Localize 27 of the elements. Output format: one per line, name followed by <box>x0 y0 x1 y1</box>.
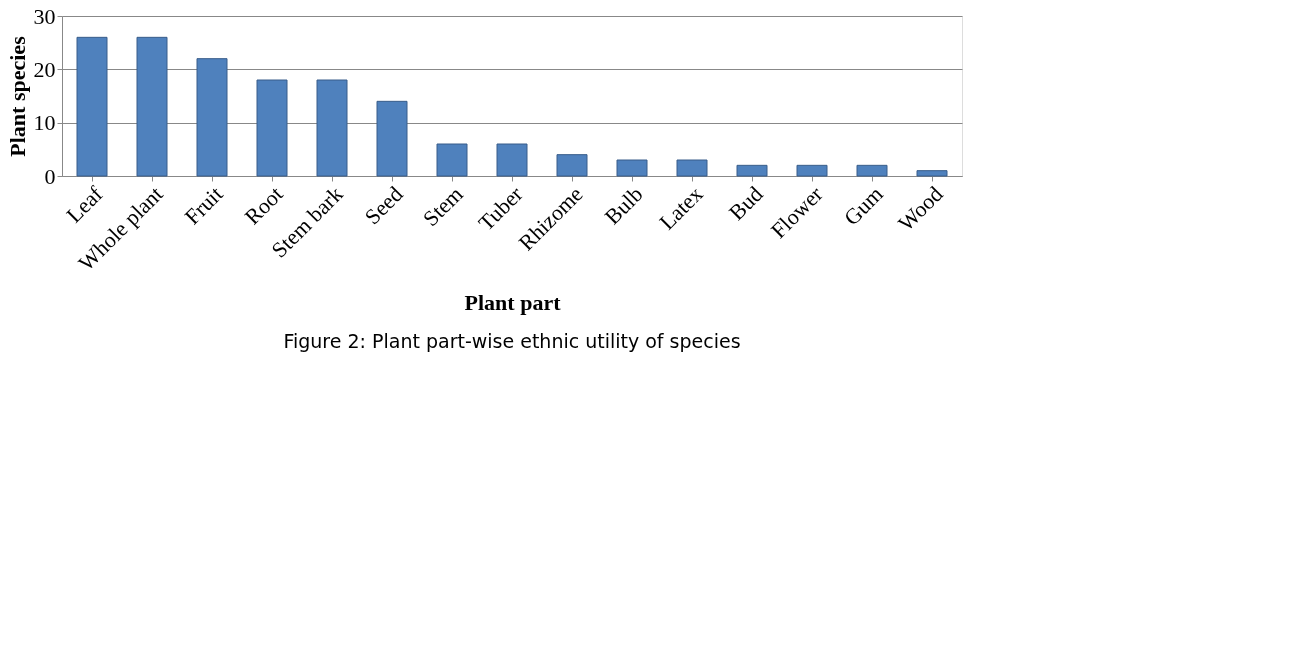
y-tick-label: 0 <box>44 163 56 189</box>
y-axis-title: Plant species <box>4 35 30 157</box>
x-tick-label: Bulb <box>599 181 648 230</box>
bar <box>136 36 168 177</box>
y-tick-label: 30 <box>33 3 56 29</box>
bar <box>736 164 768 177</box>
bar <box>436 143 468 177</box>
bar <box>316 79 348 177</box>
bar <box>256 79 288 177</box>
x-tick-label: Bud <box>723 181 768 225</box>
bar <box>196 58 228 177</box>
x-tick-label: Stem <box>417 181 468 232</box>
caption: Figure 2: Plant part-wise ethnic utility of species <box>283 330 741 353</box>
bar <box>616 159 648 177</box>
bar <box>496 143 528 177</box>
bar <box>796 164 828 177</box>
bar <box>376 100 408 177</box>
bar <box>76 36 108 177</box>
bar <box>556 154 588 177</box>
x-tick-label: Gum <box>838 181 888 231</box>
x-axis-title: Plant part <box>464 289 562 315</box>
bar <box>676 159 708 177</box>
y-tick-label: 20 <box>33 56 56 82</box>
x-tick-label: Fruit <box>179 181 228 230</box>
bar <box>856 164 888 177</box>
y-tick-label: 10 <box>33 110 56 136</box>
bar <box>916 170 948 177</box>
